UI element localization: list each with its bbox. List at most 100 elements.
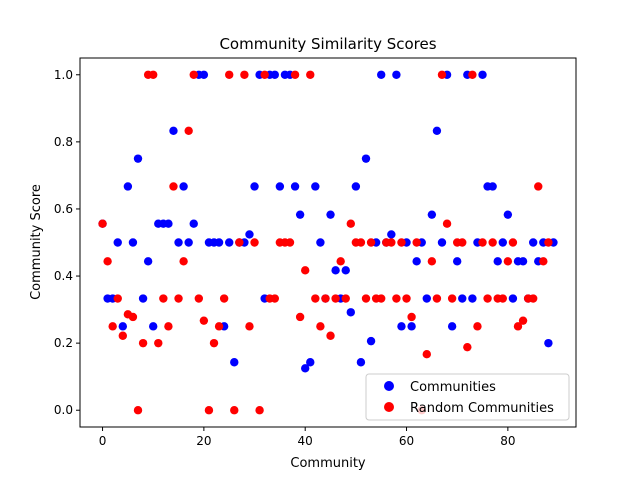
data-point (275, 182, 285, 191)
data-point (432, 126, 442, 135)
data-point (184, 238, 193, 247)
data-point (316, 322, 325, 331)
data-point (392, 294, 401, 303)
data-point (442, 219, 452, 228)
data-point (98, 219, 107, 228)
data-point (123, 182, 133, 191)
data-point (149, 322, 158, 331)
data-point (138, 338, 148, 348)
data-point (255, 406, 264, 415)
legend-box (365, 373, 570, 421)
data-point (539, 257, 548, 266)
data-point (108, 322, 117, 331)
data-point (118, 331, 128, 340)
data-point (513, 322, 523, 331)
data-point (412, 238, 421, 247)
data-point (361, 294, 371, 303)
data-point (361, 154, 371, 163)
data-point (118, 322, 128, 331)
legend-marker-communities (384, 381, 394, 391)
data-point (179, 182, 188, 191)
data-point (164, 322, 173, 331)
data-point (346, 308, 355, 317)
data-point (235, 238, 244, 247)
data-point (412, 257, 421, 266)
data-point (463, 342, 472, 352)
data-point (341, 294, 350, 303)
data-point (326, 331, 335, 340)
data-point (113, 238, 122, 247)
y-tick-label: 0.2 (54, 336, 73, 350)
chart-title: Community Similarity Scores (219, 35, 436, 53)
data-point (336, 257, 345, 266)
data-point (468, 70, 477, 79)
x-axis-title: Community (290, 456, 366, 471)
data-point (103, 257, 112, 266)
data-point (295, 210, 305, 219)
data-point (270, 294, 279, 303)
data-point (245, 230, 254, 239)
data-point (133, 406, 143, 415)
data-point (331, 294, 340, 303)
data-point (397, 238, 406, 247)
data-point (432, 294, 442, 303)
data-point (301, 266, 310, 275)
data-point (311, 294, 320, 303)
data-point (452, 257, 462, 266)
data-point (488, 182, 497, 191)
data-point (488, 238, 497, 247)
data-point (219, 294, 229, 303)
data-point (184, 126, 193, 135)
data-point (326, 210, 335, 219)
data-point (311, 182, 320, 191)
data-point (164, 219, 173, 228)
data-point (528, 238, 538, 247)
data-point (407, 322, 416, 331)
data-point (427, 257, 437, 266)
data-point (483, 294, 492, 303)
data-point (346, 219, 355, 228)
data-point (133, 154, 143, 163)
data-point (240, 70, 249, 79)
data-point (225, 238, 234, 247)
x-tick-label: 20 (196, 434, 211, 448)
y-axis-title: Community Score (29, 184, 44, 300)
axes-frame (79, 57, 577, 428)
data-point (199, 316, 209, 325)
data-point (301, 364, 310, 373)
legend-marker-random-communities (384, 402, 394, 412)
data-point (351, 182, 361, 191)
data-point (245, 322, 254, 331)
data-point (174, 238, 183, 247)
data-point (528, 294, 538, 303)
data-point (468, 294, 477, 303)
data-point (250, 238, 259, 247)
y-axis: 0.0 0.2 0.4 0.6 0.8 1.0 (54, 68, 80, 417)
data-point (508, 294, 518, 303)
x-axis: 0 20 40 60 80 (99, 427, 515, 448)
data-point (143, 257, 153, 266)
data-point (159, 294, 168, 303)
data-point (316, 238, 325, 247)
marks-layer (98, 70, 558, 415)
data-point (209, 338, 219, 348)
data-point (290, 182, 300, 191)
data-point (437, 70, 447, 79)
x-tick-label: 80 (500, 434, 515, 448)
data-point (260, 70, 269, 79)
data-point (179, 257, 188, 266)
data-point (387, 238, 396, 247)
data-point (534, 182, 543, 191)
data-point (250, 182, 259, 191)
data-point (214, 322, 224, 331)
data-point (508, 238, 518, 247)
data-point (544, 338, 553, 348)
data-point (422, 350, 431, 359)
data-point (473, 322, 482, 331)
data-point (306, 358, 315, 367)
data-point (230, 406, 239, 415)
data-point (402, 294, 411, 303)
data-point (518, 257, 528, 266)
data-point (128, 312, 138, 322)
